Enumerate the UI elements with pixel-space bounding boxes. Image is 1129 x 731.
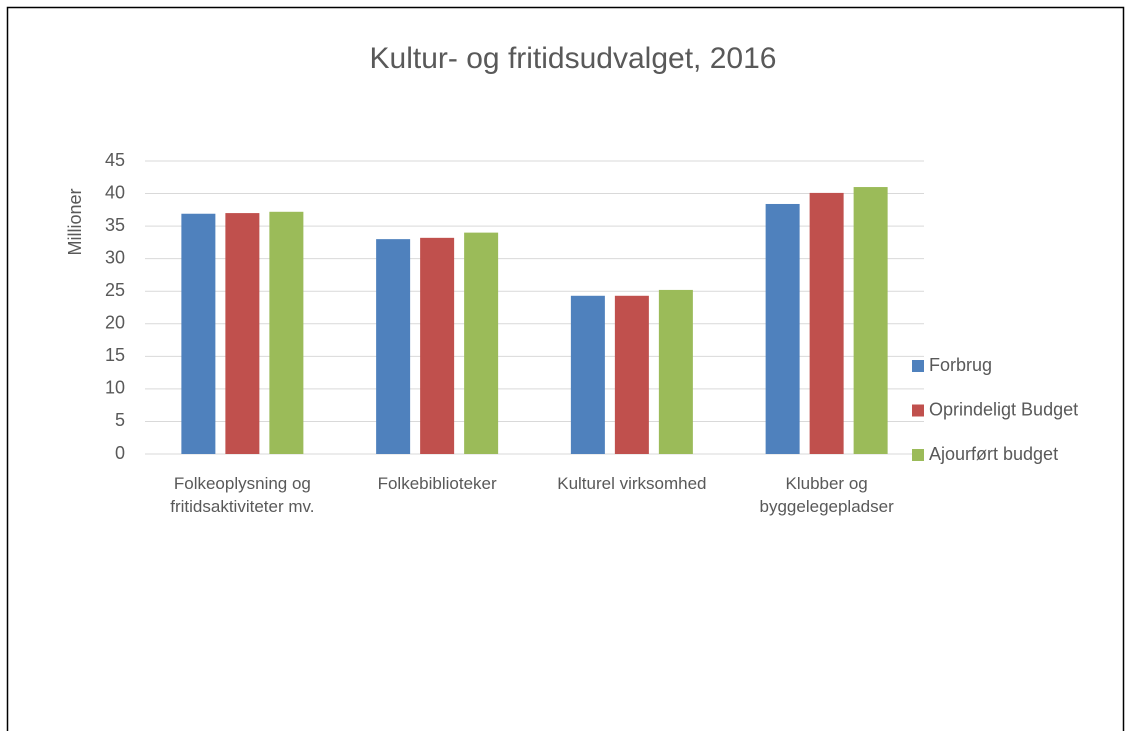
bar [376, 239, 411, 454]
bar [464, 232, 499, 454]
x-tick-label: Kulturel virksomhed [557, 474, 707, 493]
y-tick-label: 20 [105, 313, 125, 333]
x-tick-label: Folkebiblioteker [377, 474, 497, 493]
chart-border [6, 6, 1125, 731]
bar [570, 295, 605, 454]
chart-title: Kultur- og fritidsudvalget, 2016 [370, 42, 777, 75]
y-tick-label: 5 [115, 410, 125, 430]
y-axis-label: Millioner [65, 188, 85, 255]
legend-swatch [912, 449, 924, 461]
legend-label: Oprindeligt Budget [929, 399, 1078, 419]
y-tick-label: 25 [105, 280, 125, 300]
bar [269, 211, 304, 454]
y-tick-label: 30 [105, 247, 125, 267]
bar [614, 295, 649, 454]
legend-swatch [912, 360, 924, 372]
legend-label: Ajourført budget [929, 444, 1058, 464]
bar [420, 237, 455, 454]
y-tick-label: 40 [105, 182, 125, 202]
bar [181, 213, 216, 454]
bar [765, 203, 800, 454]
y-tick-label: 0 [115, 443, 125, 463]
bar [658, 289, 693, 454]
y-tick-label: 15 [105, 345, 125, 365]
bar [225, 213, 260, 454]
y-tick-label: 10 [105, 378, 125, 398]
legend-label: Forbrug [929, 355, 992, 375]
y-tick-label: 45 [105, 150, 125, 170]
bar [809, 192, 844, 454]
x-tick-label: Klubber og byggelegepladser [759, 474, 894, 516]
y-tick-label: 35 [105, 215, 125, 235]
legend-swatch [912, 404, 924, 417]
bar [853, 187, 888, 455]
x-tick-label: Folkeoplysning og fritidsaktiviteter mv. [170, 474, 315, 516]
